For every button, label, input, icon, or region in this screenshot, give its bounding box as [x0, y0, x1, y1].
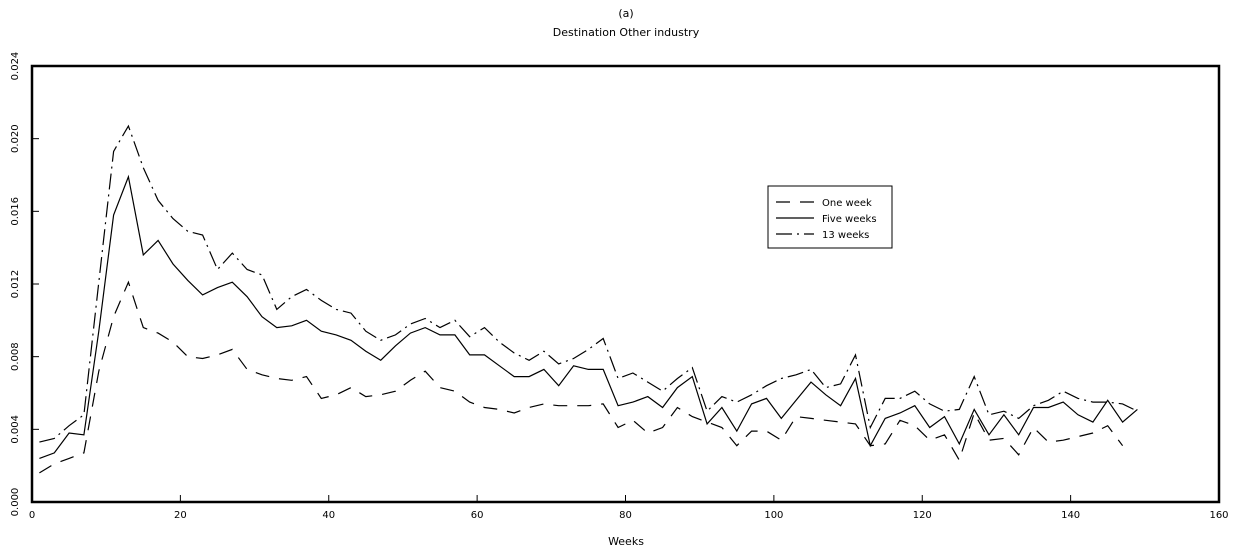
legend-label-1: Five weeks [822, 214, 877, 225]
axis-ticks: 0 20 40 60 80 100 120 140 160 0.000 0.004 0.008 0.01… [10, 52, 1229, 521]
y-tick-label: 0.012 [10, 270, 21, 299]
chart-title: Destination Other industry [553, 26, 700, 39]
panel-label: (a) [618, 7, 633, 20]
y-tick-label: 0.016 [10, 197, 21, 226]
x-tick-label: 0 [29, 510, 35, 521]
series-line-1 [39, 174, 1138, 459]
x-tick-label: 60 [471, 510, 484, 521]
y-tick-label: 0.004 [10, 415, 21, 444]
series-layer [39, 124, 1138, 474]
plot-frame [30, 64, 1221, 504]
y-tick-label: 0.008 [10, 342, 21, 371]
x-tick-label: 20 [174, 510, 187, 521]
x-tick-label: 140 [1061, 510, 1080, 521]
legend-box [767, 185, 893, 249]
x-tick-label: 120 [913, 510, 932, 521]
x-axis-label: Weeks [608, 535, 644, 548]
x-tick-label: 40 [322, 510, 335, 521]
legend-label-2: 13 weeks [822, 230, 869, 241]
y-tick-label: 0.020 [10, 124, 21, 153]
legend-label-0: One week [822, 198, 872, 209]
series-line-2 [39, 124, 1138, 443]
y-tick-label: 0.024 [10, 52, 21, 81]
x-tick-label: 160 [1209, 510, 1228, 521]
y-tick-label: 0.000 [10, 488, 21, 517]
x-tick-label: 80 [619, 510, 632, 521]
legend: One week Five weeks 13 weeks [767, 185, 893, 249]
series-line-0 [39, 280, 1124, 474]
x-tick-label: 100 [764, 510, 783, 521]
